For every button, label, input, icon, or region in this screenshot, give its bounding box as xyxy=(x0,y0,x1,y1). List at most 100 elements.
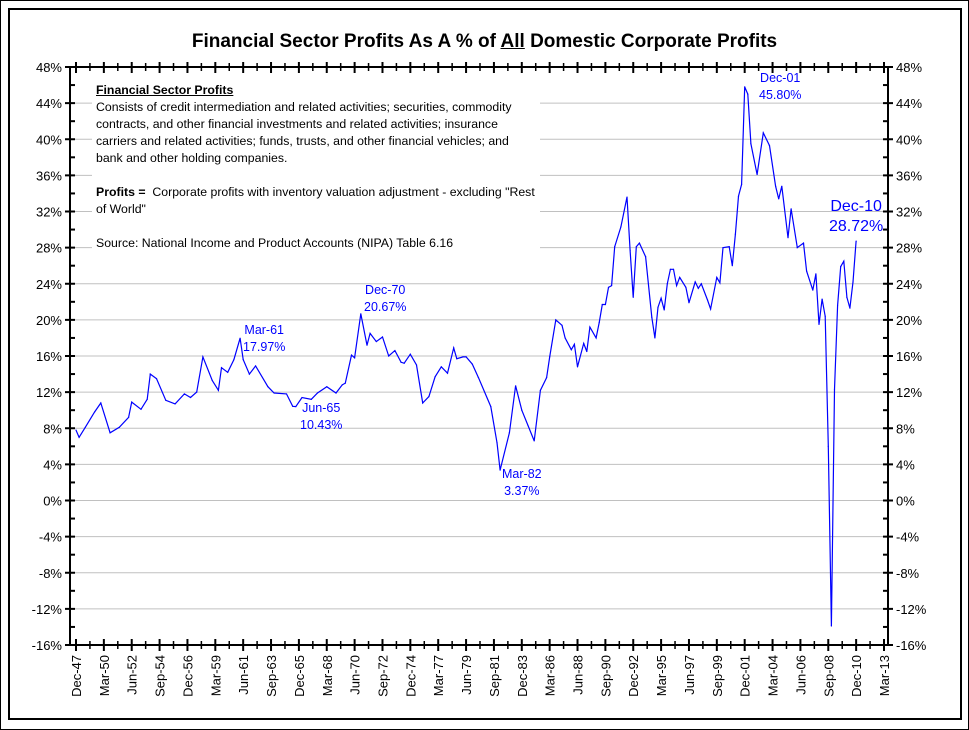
data-point xyxy=(821,298,823,300)
y-tick-label-left: 24% xyxy=(36,277,62,292)
data-point xyxy=(462,356,464,358)
data-point xyxy=(242,359,244,361)
data-point xyxy=(100,402,102,404)
data-point xyxy=(403,362,405,364)
data-point xyxy=(728,246,730,248)
annotation-value: 17.97% xyxy=(243,340,286,354)
x-tick-label: Jun-06 xyxy=(793,655,808,695)
data-point xyxy=(254,365,257,367)
data-point xyxy=(508,432,511,434)
data-point xyxy=(840,265,842,268)
data-point xyxy=(128,416,130,419)
y-tick-label-left: 28% xyxy=(36,241,62,256)
y-tick-label-left: -8% xyxy=(39,566,63,581)
y-tick-label-left: 36% xyxy=(36,168,62,183)
annotation-date: Dec-01 xyxy=(760,71,801,85)
data-point xyxy=(598,321,600,324)
data-point xyxy=(549,356,551,358)
data-point xyxy=(533,440,535,442)
data-point xyxy=(465,356,467,358)
chart-title: Financial Sector Profits As A % of All D… xyxy=(0,31,969,53)
x-tick-label: Dec-65 xyxy=(292,655,307,697)
data-point xyxy=(654,337,656,339)
data-point xyxy=(292,405,294,407)
note-source: Source: National Income and Product Acco… xyxy=(96,236,454,250)
data-point xyxy=(360,313,362,315)
note-profits: Profits = Corporate profits with invento… xyxy=(96,184,536,218)
data-point xyxy=(499,469,501,471)
x-tick-label: Mar-68 xyxy=(320,655,335,696)
data-point xyxy=(140,408,142,410)
data-point xyxy=(638,242,641,244)
x-tick-label: Sep-90 xyxy=(598,655,613,697)
data-point xyxy=(802,242,805,244)
annotation-mar-61: Mar-61 17.97% xyxy=(243,322,285,356)
x-tick-label: Sep-63 xyxy=(264,655,279,697)
y-tick-label-left: 20% xyxy=(36,313,62,328)
title-emphasis: All xyxy=(500,31,525,52)
data-point xyxy=(781,185,783,187)
annotation-value: 45.80% xyxy=(759,88,802,102)
data-point xyxy=(675,284,678,287)
data-point xyxy=(381,336,384,338)
data-point xyxy=(453,347,455,349)
y-tick-label-right: 48% xyxy=(896,60,922,75)
data-point xyxy=(521,409,523,411)
data-point xyxy=(217,389,220,391)
data-point xyxy=(354,357,356,359)
data-point xyxy=(812,289,814,291)
data-point xyxy=(471,363,473,365)
data-point xyxy=(629,249,631,251)
data-point xyxy=(787,237,789,239)
data-point xyxy=(666,283,668,285)
x-tick-label: Dec-47 xyxy=(69,655,84,697)
x-tick-label: Jun-88 xyxy=(571,655,586,695)
data-point xyxy=(165,399,167,401)
y-tick-label-left: 32% xyxy=(36,205,62,220)
data-point xyxy=(635,246,637,248)
data-point xyxy=(555,319,557,321)
profits-text: Corporate profits with inventory valuati… xyxy=(96,185,535,216)
x-tick-label: Dec-92 xyxy=(626,655,641,697)
annotation-date: Dec-70 xyxy=(365,283,406,297)
y-tick-label-left: 0% xyxy=(43,494,62,509)
x-tick-label: Sep-54 xyxy=(153,655,168,697)
x-tick-label: Jun-52 xyxy=(125,655,140,695)
annotation-value: 20.67% xyxy=(364,300,407,314)
data-point xyxy=(440,366,442,368)
x-tick-label: Mar-50 xyxy=(97,655,112,696)
profits-label: Profits = xyxy=(96,185,146,199)
data-point xyxy=(400,361,402,363)
data-point xyxy=(189,396,192,399)
y-tick-label-right: 32% xyxy=(896,205,922,220)
data-point xyxy=(570,349,572,351)
data-point xyxy=(375,340,377,343)
y-tick-label-left: 8% xyxy=(43,421,62,436)
data-point xyxy=(174,403,176,405)
data-point xyxy=(564,337,566,339)
data-point xyxy=(824,315,826,317)
annotation-jun-65: Jun-65 10.43% xyxy=(300,400,342,434)
data-point xyxy=(369,332,371,335)
data-point xyxy=(586,350,588,353)
data-point xyxy=(806,270,808,272)
y-tick-label-left: 4% xyxy=(43,457,62,472)
data-point xyxy=(316,392,319,394)
data-point xyxy=(344,382,346,384)
title-text: Financial Sector Profits As A % of xyxy=(191,31,501,52)
annotation-dec-10: Dec-10 28.72% xyxy=(829,197,883,237)
data-point xyxy=(694,281,696,283)
x-tick-label: Sep-72 xyxy=(375,655,390,697)
data-point xyxy=(589,326,591,328)
data-point xyxy=(768,144,771,147)
x-tick-label: Mar-59 xyxy=(208,655,223,696)
x-tick-label: Mar-86 xyxy=(543,655,558,696)
annotation-mar-82: Mar-82 3.37% xyxy=(502,466,542,500)
y-tick-label-left: 12% xyxy=(36,385,62,400)
data-point xyxy=(233,359,235,361)
y-tick-label-right: 8% xyxy=(896,421,915,436)
data-point xyxy=(734,233,737,235)
data-point xyxy=(434,376,436,378)
data-point xyxy=(737,195,740,197)
data-point xyxy=(310,398,312,400)
